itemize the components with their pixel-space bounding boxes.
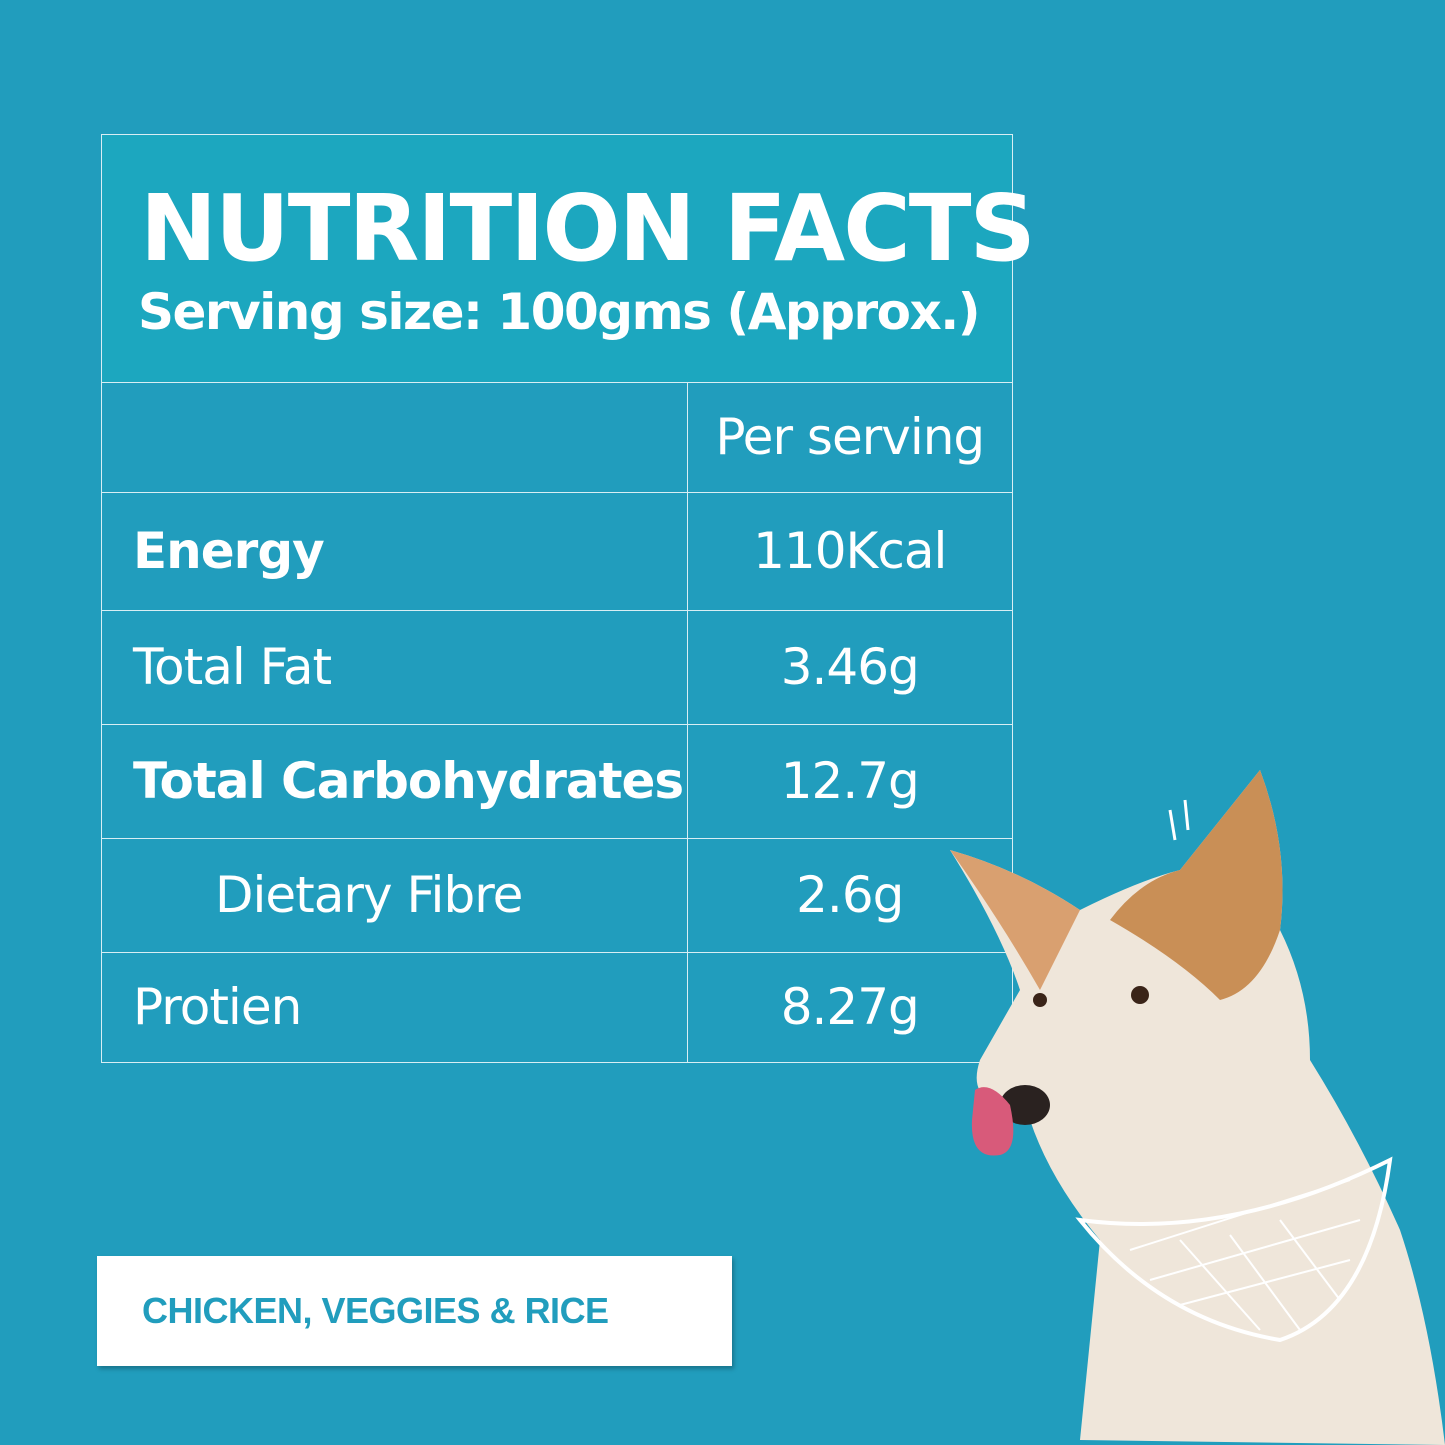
- nutrition-table: Per serving Energy 110Kcal Total Fat 3.4…: [102, 383, 1012, 1062]
- row-label: Protien: [102, 951, 688, 1062]
- dog-ear-patch: [1110, 770, 1283, 1000]
- row-label: Dietary Fibre: [102, 837, 688, 952]
- dog-eye: [1131, 986, 1149, 1004]
- nutrition-header: NUTRITION FACTS Serving size: 100gms (Ap…: [102, 135, 1036, 383]
- column-header: Per serving: [715, 408, 985, 467]
- row-value: 8.27g: [687, 951, 1012, 1062]
- nutrition-facts-panel: NUTRITION FACTS Serving size: 100gms (Ap…: [101, 134, 1036, 1063]
- table-row: Dietary Fibre 2.6g: [102, 837, 1012, 952]
- row-label: Energy: [102, 491, 688, 610]
- table-row: Protien 8.27g: [102, 951, 1012, 1062]
- table-row: Energy 110Kcal: [102, 491, 1012, 610]
- motion-lines-icon: [1168, 799, 1190, 841]
- row-label: Total Fat: [102, 609, 688, 724]
- dog-ear-left: [950, 850, 1080, 990]
- row-label: Total Carbohydrates: [102, 723, 688, 838]
- dog-illustration: [950, 770, 1445, 1445]
- table-row: Total Carbohydrates 12.7g: [102, 723, 1012, 838]
- recipe-label: CHICKEN, VEGGIES & RICE: [142, 1290, 609, 1331]
- dog-tongue: [971, 1087, 1014, 1156]
- recipe-badge: CHICKEN, VEGGIES & RICE: [97, 1256, 732, 1366]
- row-value: 12.7g: [687, 723, 1012, 838]
- table-row: Total Fat 3.46g: [102, 609, 1012, 724]
- row-value: 110Kcal: [687, 491, 1012, 610]
- dog-nose: [1000, 1085, 1050, 1125]
- table-header-row: Per serving: [102, 383, 1012, 492]
- dog-eye: [1033, 993, 1047, 1007]
- bandana-icon: [1075, 1156, 1393, 1343]
- row-value: 3.46g: [687, 609, 1012, 724]
- bandana-grid: [1129, 1179, 1361, 1331]
- page-title: NUTRITION FACTS: [140, 175, 1036, 282]
- serving-size: Serving size: 100gms (Approx.): [138, 283, 981, 341]
